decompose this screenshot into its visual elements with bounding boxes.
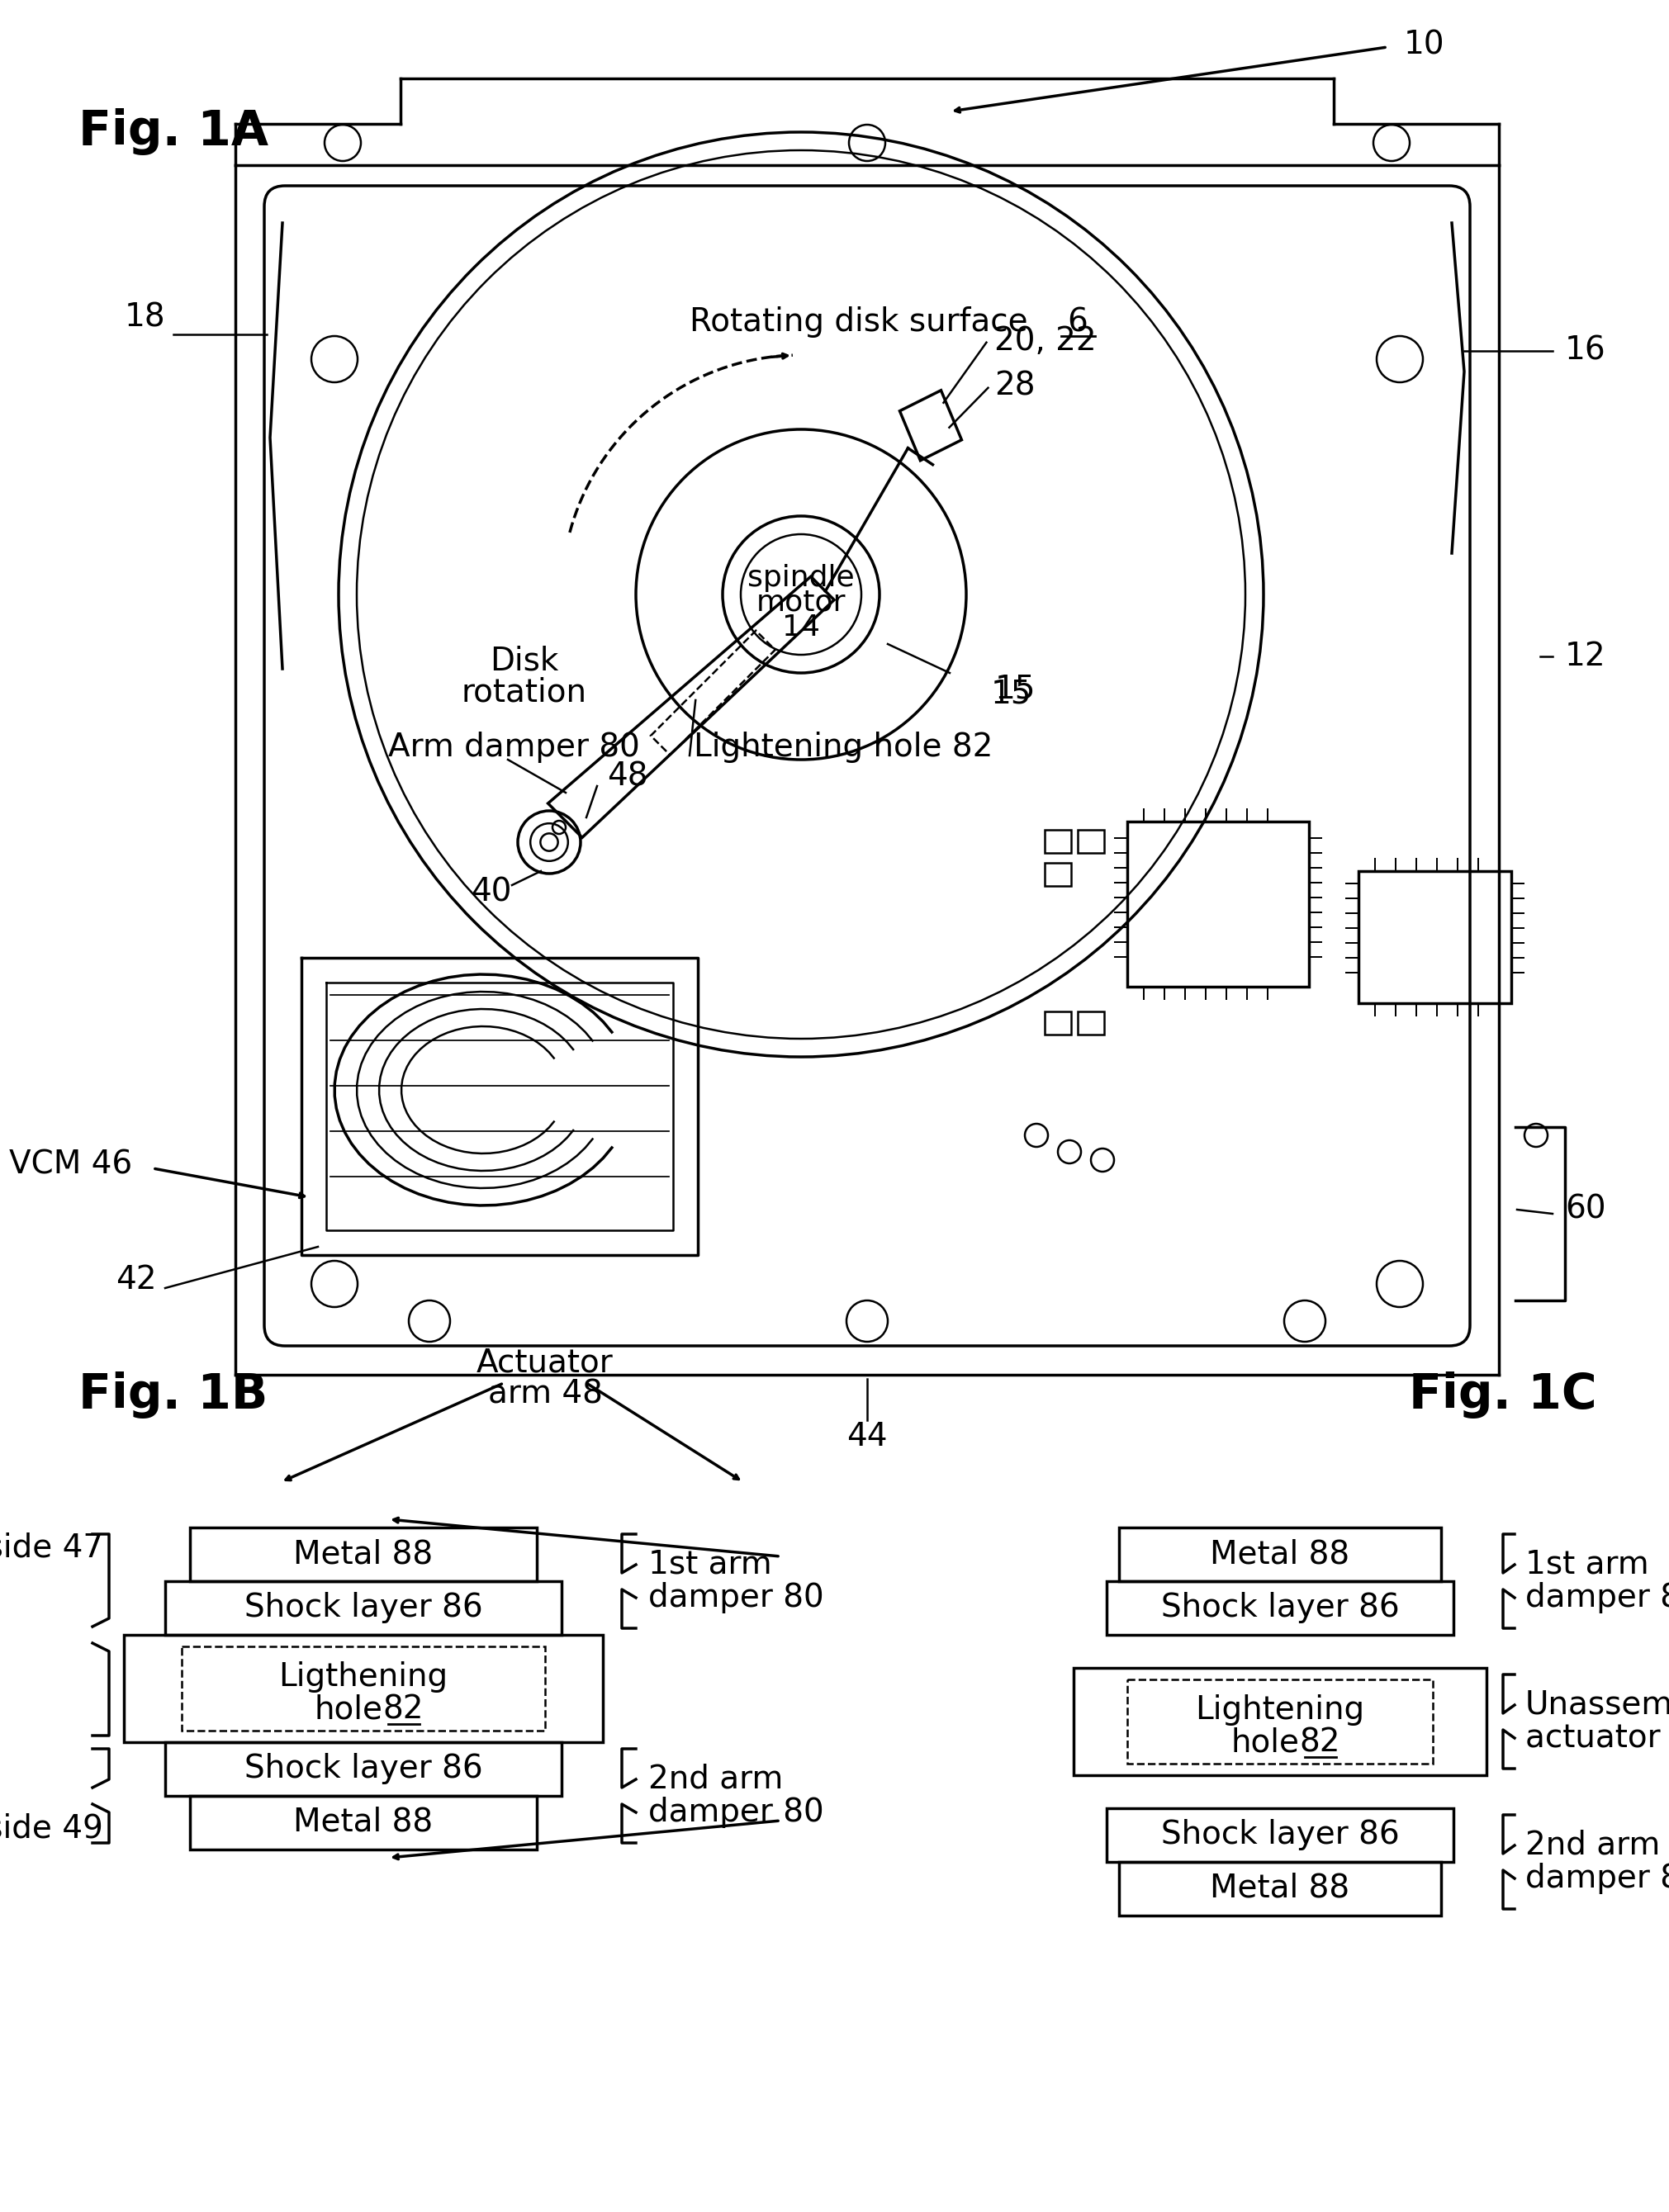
Text: 1st arm: 1st arm	[1525, 1548, 1649, 1579]
Text: arm 48: arm 48	[487, 1378, 603, 1409]
Text: 12: 12	[1566, 641, 1606, 672]
Text: hole: hole	[1232, 1728, 1300, 1759]
Text: 1st side 47: 1st side 47	[0, 1533, 103, 1564]
Text: Lightening: Lightening	[1195, 1694, 1365, 1725]
Text: Disk: Disk	[491, 646, 559, 677]
Text: Arm damper 80: Arm damper 80	[389, 732, 639, 763]
Text: Lightening hole 82: Lightening hole 82	[694, 732, 993, 763]
Text: 82: 82	[1298, 1728, 1340, 1759]
Text: Fig. 1B: Fig. 1B	[78, 1371, 269, 1418]
Text: Shock layer 86: Shock layer 86	[244, 1593, 482, 1624]
Bar	[182, 1646, 546, 1730]
Text: 2nd arm: 2nd arm	[1525, 1829, 1661, 1860]
Text: Ligthening: Ligthening	[279, 1661, 447, 1692]
Bar	[165, 1582, 561, 1635]
Bar	[1045, 863, 1071, 887]
Text: Rotating disk surface: Rotating disk surface	[689, 305, 1028, 338]
Bar	[1045, 830, 1071, 854]
Text: 44: 44	[846, 1420, 888, 1453]
Text: 42: 42	[117, 1263, 157, 1296]
Text: damper 80: damper 80	[648, 1796, 824, 1827]
Text: Metal 88: Metal 88	[294, 1537, 434, 1571]
Bar	[1118, 1528, 1440, 1582]
Text: 28: 28	[995, 372, 1035, 403]
Bar	[1107, 1582, 1454, 1635]
Text: 1st arm: 1st arm	[648, 1548, 771, 1579]
FancyBboxPatch shape	[264, 186, 1470, 1345]
Bar	[190, 1528, 537, 1582]
Text: 18: 18	[124, 303, 165, 334]
Text: 14: 14	[783, 613, 819, 641]
Text: 2nd side 49: 2nd side 49	[0, 1814, 103, 1845]
Bar	[1078, 830, 1105, 854]
Text: 15: 15	[995, 675, 1036, 706]
Text: actuator arm 45: actuator arm 45	[1525, 1723, 1669, 1754]
Text: 82: 82	[382, 1694, 424, 1725]
Text: spindle: spindle	[748, 564, 855, 593]
Bar	[1359, 872, 1510, 1004]
Text: damper 80: damper 80	[1525, 1863, 1669, 1893]
Bar	[1073, 1668, 1487, 1776]
Bar	[165, 1743, 561, 1796]
Text: damper 80: damper 80	[648, 1582, 824, 1613]
Text: rotation: rotation	[462, 677, 587, 708]
Text: 20, 22: 20, 22	[995, 325, 1097, 356]
Text: Metal 88: Metal 88	[294, 1807, 434, 1838]
Text: VCM 46: VCM 46	[8, 1148, 132, 1179]
Bar	[1107, 1807, 1454, 1863]
Bar	[124, 1635, 603, 1743]
Bar	[1045, 1011, 1071, 1035]
Text: Metal 88: Metal 88	[1210, 1537, 1350, 1571]
Bar	[190, 1796, 537, 1849]
Text: 16: 16	[1566, 336, 1606, 367]
Text: 15: 15	[991, 677, 1031, 710]
Text: Shock layer 86: Shock layer 86	[244, 1752, 482, 1785]
Text: Fig. 1C: Fig. 1C	[1409, 1371, 1597, 1418]
Bar	[1127, 1679, 1432, 1763]
Bar	[1078, 1011, 1105, 1035]
Text: 6: 6	[1068, 305, 1088, 338]
Text: 48: 48	[608, 761, 648, 792]
Text: motor: motor	[756, 588, 846, 617]
Text: hole: hole	[314, 1694, 382, 1725]
Text: damper 80: damper 80	[1525, 1582, 1669, 1613]
Text: Fig. 1A: Fig. 1A	[78, 108, 269, 155]
Text: Unassembled: Unassembled	[1525, 1690, 1669, 1721]
Text: Actuator: Actuator	[477, 1347, 614, 1378]
Text: 40: 40	[471, 876, 512, 907]
Bar	[1118, 1863, 1440, 1916]
Text: 2nd arm: 2nd arm	[648, 1763, 783, 1794]
Text: Metal 88: Metal 88	[1210, 1874, 1350, 1905]
Text: 10: 10	[1404, 29, 1445, 62]
Text: Shock layer 86: Shock layer 86	[1162, 1593, 1399, 1624]
Text: 60: 60	[1566, 1194, 1606, 1225]
Bar	[1127, 821, 1308, 987]
Text: Shock layer 86: Shock layer 86	[1162, 1818, 1399, 1851]
